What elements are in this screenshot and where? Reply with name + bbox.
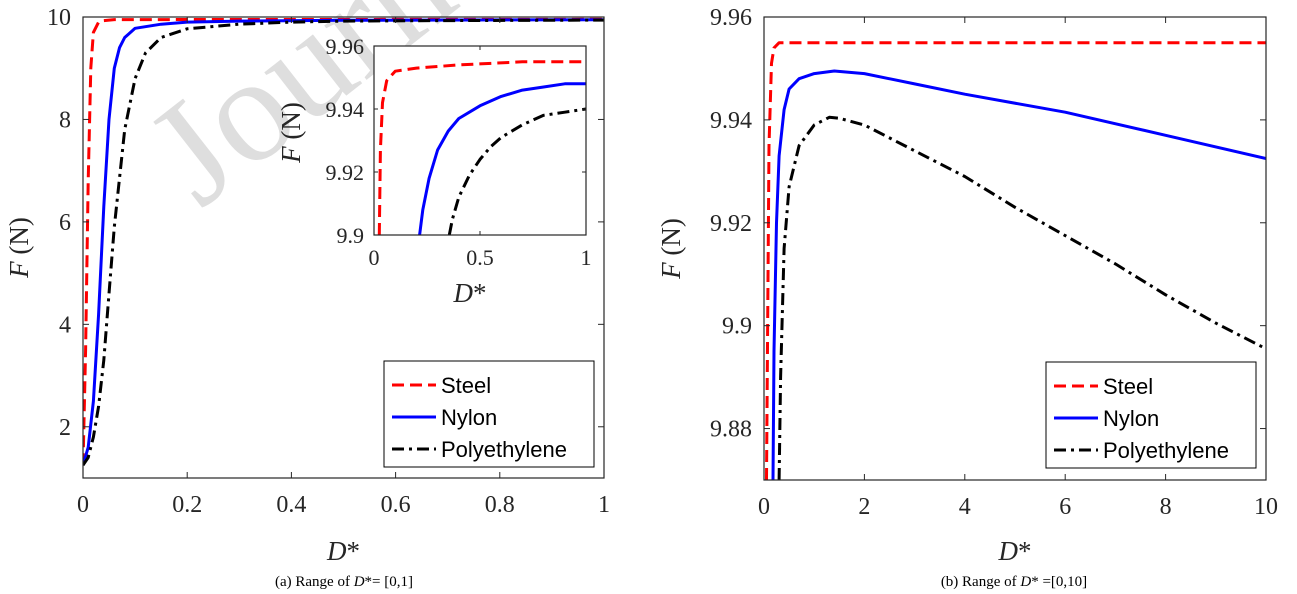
x-tick-label: 0 xyxy=(77,492,89,518)
y-axis-label-main: F xyxy=(656,262,686,280)
x-axis-label: D* xyxy=(326,536,360,566)
y-tick-label: 9.92 xyxy=(326,160,365,185)
series-line-polyethylene xyxy=(447,107,586,235)
inset-y-axis-label: F (N) xyxy=(276,102,306,164)
x-tick-label: 8 xyxy=(1160,494,1172,520)
axes-frame xyxy=(82,16,605,479)
x-tick-label: 0 xyxy=(369,245,380,270)
plot-background xyxy=(374,46,586,235)
caption-b: (b) Range of D* =[0,10] xyxy=(941,574,1087,590)
legend-label-nylon: Nylon xyxy=(441,405,497,430)
caption-a: (a) Range of D*= [0,1] xyxy=(275,574,413,590)
legend-label-nylon: Nylon xyxy=(1103,406,1159,431)
x-tick-label: 1 xyxy=(581,245,592,270)
y-tick-label: 2 xyxy=(59,415,71,441)
inset-x-axis-label: D* xyxy=(453,278,487,308)
legend-label-polyethylene: Polyethylene xyxy=(1103,438,1229,463)
y-tick-label: 9.96 xyxy=(710,5,752,31)
series-group xyxy=(83,17,604,467)
x-tick-label: 0.2 xyxy=(172,492,202,518)
inset-x-axis-label-sup: * xyxy=(473,278,487,308)
x-axis-label-main: D xyxy=(326,536,347,566)
x-tick-label: 10 xyxy=(1254,494,1278,520)
y-tick-label: 9.9 xyxy=(722,314,752,340)
y-tick-label: 10 xyxy=(47,5,71,31)
legend-label-steel: Steel xyxy=(441,373,491,398)
series-line-nylon xyxy=(418,82,586,235)
x-tick-label: 0.4 xyxy=(276,492,306,518)
y-tick-label: 9.94 xyxy=(710,108,752,134)
y-axis-label-main: F xyxy=(4,261,34,279)
x-axis-label-main: D xyxy=(998,536,1019,566)
x-axis-label: D* xyxy=(998,536,1032,566)
series-line-nylon xyxy=(83,18,604,466)
x-tick-label: 2 xyxy=(858,494,870,520)
inset-x-axis-label-main: D xyxy=(453,278,474,308)
inset-y-axis-label-main: F xyxy=(276,146,306,164)
x-tick-label: 6 xyxy=(1059,494,1071,520)
series-line-polyethylene xyxy=(83,18,604,467)
series-line-steel xyxy=(377,60,586,235)
x-axis-label-sup: * xyxy=(1018,536,1032,566)
x-tick-label: 4 xyxy=(959,494,971,520)
inset-chart: 0 0.5 1 9.9 9.92 9.94 9.96 D* F (N) xyxy=(276,34,592,308)
x-tick-label: 0.5 xyxy=(466,245,494,270)
series-line-nylon xyxy=(771,69,1266,480)
axes-frame xyxy=(763,16,1267,481)
y-tick-label: 9.94 xyxy=(326,97,365,122)
y-tick-label: 9.88 xyxy=(710,417,752,443)
inset-y-axis-label-unit: (N) xyxy=(276,102,306,146)
y-tick-label: 6 xyxy=(59,210,71,236)
y-tick-label: 9.96 xyxy=(326,34,365,59)
chart-b: 0 2 4 6 8 10 9.88 9.9 9.92 9.94 9.96 D* F (N) Steel Ny… xyxy=(656,5,1278,566)
y-axis-label: F (N) xyxy=(656,218,686,280)
series-line-steel xyxy=(765,41,1266,480)
y-tick-label: 9.9 xyxy=(337,223,365,248)
y-axis-label: F (N) xyxy=(4,217,34,279)
x-tick-label: 1 xyxy=(598,492,610,518)
legend-label-polyethylene: Polyethylene xyxy=(441,437,567,462)
y-axis-label-unit: (N) xyxy=(4,217,34,261)
y-tick-label: 4 xyxy=(59,312,71,338)
series-line-steel xyxy=(83,17,604,466)
legend-label-steel: Steel xyxy=(1103,374,1153,399)
y-tick-label: 8 xyxy=(59,107,71,133)
x-tick-label: 0.8 xyxy=(485,492,515,518)
x-tick-label: 0.6 xyxy=(381,492,411,518)
x-axis-label-sup: * xyxy=(347,536,361,566)
y-axis-label-unit: (N) xyxy=(656,218,686,262)
y-tick-label: 9.92 xyxy=(710,211,752,237)
x-tick-label: 0 xyxy=(758,494,770,520)
series-group xyxy=(377,60,586,235)
series-group xyxy=(765,41,1266,480)
